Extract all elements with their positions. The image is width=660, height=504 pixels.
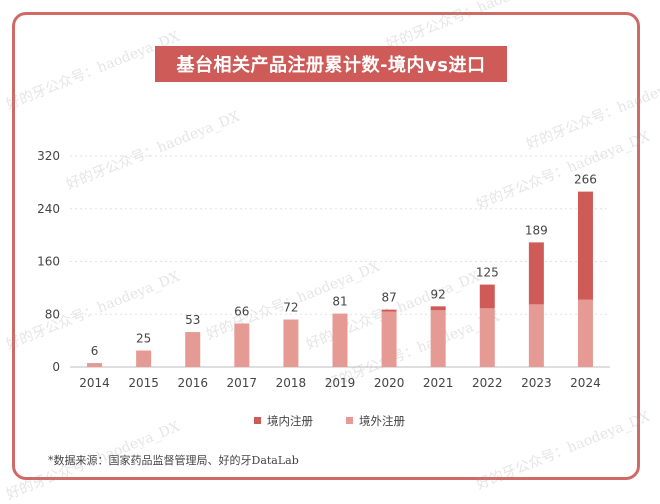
x-tick-label: 2022 [472, 376, 503, 390]
bar-imported [577, 299, 593, 367]
x-tick-label: 2024 [570, 376, 601, 390]
data-label: 87 [381, 291, 396, 305]
x-tick-label: 2014 [79, 376, 110, 390]
y-axis: 0 80 160 240 320 [37, 149, 60, 374]
y-tick-label: 240 [37, 202, 60, 216]
bar-imported [430, 310, 446, 367]
x-tick-label: 2021 [423, 376, 454, 390]
bar-imported [136, 350, 152, 367]
data-label: 25 [136, 332, 151, 346]
legend-label: 境内注册 [267, 414, 313, 428]
data-label: 189 [525, 223, 548, 237]
legend: 境内注册 境外注册 [254, 414, 405, 428]
bar-imported [234, 323, 250, 367]
data-label: 6 [91, 344, 99, 358]
bars [87, 191, 593, 367]
chart-title: 基台相关产品注册累计数-境内vs进口 [155, 46, 507, 82]
legend-item: 境内注册 [254, 414, 313, 428]
y-tick-label: 160 [37, 255, 60, 269]
bar-domestic [528, 242, 544, 305]
bar-imported [479, 308, 495, 367]
data-label: 266 [574, 173, 597, 187]
x-tick-label: 2020 [374, 376, 405, 390]
legend-label: 境外注册 [359, 414, 405, 428]
bar-imported [283, 319, 299, 367]
source-footnote: *数据来源：国家药品监督管理局、好的牙DataLab [48, 454, 299, 467]
x-tick-label: 2015 [128, 376, 159, 390]
data-label: 92 [431, 287, 446, 301]
data-label: 72 [283, 301, 298, 315]
x-tick-label: 2018 [276, 376, 307, 390]
grid-lines [70, 155, 610, 368]
data-label: 53 [185, 313, 200, 327]
x-tick-label: 2016 [177, 376, 208, 390]
bar-domestic [577, 191, 593, 300]
y-tick-label: 80 [45, 307, 60, 321]
x-tick-label: 2019 [325, 376, 356, 390]
bar-imported [381, 311, 397, 367]
legend-item: 境外注册 [346, 414, 405, 428]
bar-imported [185, 332, 201, 367]
x-tick-label: 2017 [227, 376, 258, 390]
bar-domestic [381, 309, 397, 312]
bar-domestic [479, 284, 495, 309]
bar-imported [87, 363, 103, 367]
bar-domestic [430, 306, 446, 311]
legend-swatch [254, 417, 261, 424]
y-tick-label: 320 [37, 149, 60, 163]
bar-imported [332, 313, 348, 367]
bar-imported [528, 304, 544, 367]
data-label: 66 [234, 304, 249, 318]
data-label: 81 [332, 295, 347, 309]
y-tick-label: 0 [52, 360, 60, 374]
x-tick-label: 2023 [521, 376, 552, 390]
x-axis: 2014 2015 2016 2017 2018 2019 2020 2021 2022 2023… [79, 376, 600, 390]
data-label: 125 [476, 266, 499, 280]
total-labels: 6 25 53 66 72 81 87 92 125 189 266 [91, 173, 597, 358]
legend-swatch [346, 417, 353, 424]
